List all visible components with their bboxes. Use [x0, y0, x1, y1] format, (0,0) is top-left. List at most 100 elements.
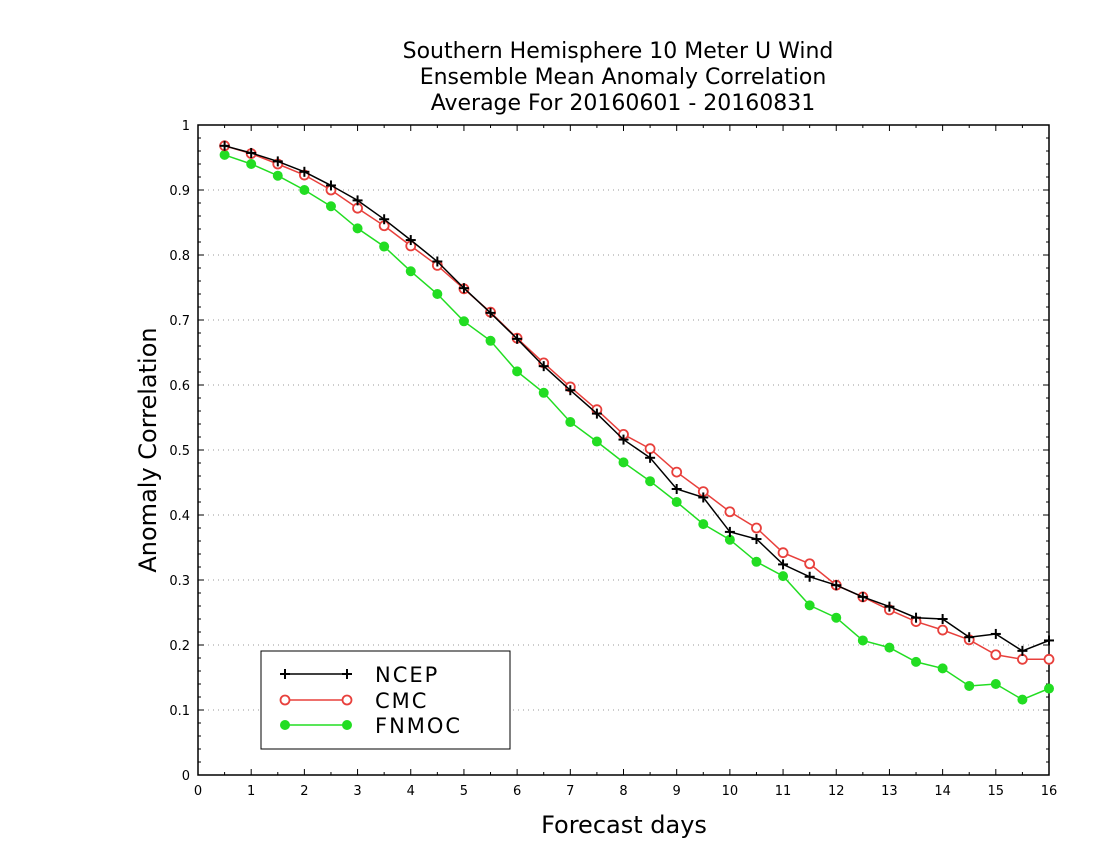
data-point-fnmoc — [219, 149, 230, 160]
legend-item-fnmoc: FNMOC — [280, 714, 462, 738]
legend-marker — [342, 669, 352, 679]
series-ncep — [219, 140, 1054, 656]
data-point-fnmoc — [485, 335, 496, 346]
legend-marker — [280, 720, 290, 730]
data-point-ncep — [325, 180, 336, 191]
x-tick-label: 0 — [194, 784, 202, 799]
data-point-cmc — [1043, 653, 1055, 665]
legend-label-fnmoc: FNMOC — [375, 714, 462, 738]
data-point-ncep — [937, 614, 948, 624]
data-point-ncep — [964, 632, 975, 643]
data-point-ncep — [591, 408, 602, 419]
x-tick-label: 5 — [460, 784, 468, 799]
x-tick-label: 4 — [407, 784, 415, 799]
title-line-1: Southern Hemisphere 10 Meter U Wind — [403, 39, 834, 64]
x-tick-label: 15 — [988, 784, 1005, 799]
data-point-fnmoc — [645, 476, 656, 487]
y-tick-label: 0.3 — [169, 574, 190, 589]
x-tick-label: 1 — [247, 784, 255, 799]
x-tick-label: 16 — [1041, 784, 1058, 799]
axis-ticks: 00.10.20.30.40.50.60.70.80.910 1 2 3 4 5 6 7 8 9 1… — [169, 119, 1057, 799]
y-tick-label: 0.2 — [169, 639, 190, 654]
series-line-fnmoc — [224, 154, 1050, 701]
data-point-ncep — [698, 492, 709, 503]
data-point-fnmoc — [831, 612, 842, 623]
data-point-ncep — [724, 526, 735, 537]
data-point-ncep — [831, 580, 842, 591]
x-tick-label: 11 — [775, 784, 792, 799]
data-point-ncep — [405, 235, 416, 246]
y-tick-label: 0.9 — [169, 184, 190, 199]
data-point-fnmoc — [405, 266, 416, 277]
data-point-ncep — [671, 484, 682, 494]
series-fnmoc — [219, 149, 1054, 705]
data-point-ncep — [1017, 645, 1028, 656]
data-point-ncep — [299, 166, 310, 177]
x-tick-label: 12 — [828, 784, 845, 799]
data-point-cmc — [724, 506, 736, 518]
y-tick-label: 0.6 — [169, 379, 190, 394]
x-tick-label: 2 — [300, 784, 308, 799]
chart-title: Southern Hemisphere 10 Meter U Wind Ense… — [403, 39, 834, 116]
data-point-cmc — [644, 443, 656, 455]
data-point-ncep — [352, 195, 363, 206]
x-tick-label: 13 — [881, 784, 898, 799]
series-lines — [219, 140, 1055, 705]
data-point-fnmoc — [538, 387, 549, 398]
data-point-fnmoc — [618, 457, 629, 468]
data-point-ncep — [432, 256, 443, 267]
data-point-ncep — [512, 333, 523, 344]
y-tick-label: 0.7 — [169, 314, 190, 329]
data-point-cmc — [751, 522, 762, 534]
data-point-fnmoc — [751, 556, 762, 567]
legend-marker — [279, 694, 291, 706]
y-tick-label: 0.4 — [169, 509, 190, 524]
data-point-ncep — [751, 534, 762, 545]
title-line-3: Average For 20160601 - 20160831 — [431, 91, 816, 116]
data-point-fnmoc — [964, 680, 975, 691]
data-point-ncep — [1044, 635, 1054, 646]
data-point-fnmoc — [804, 600, 815, 611]
data-point-fnmoc — [937, 663, 948, 674]
data-point-fnmoc — [884, 642, 895, 653]
y-tick-label: 0.8 — [169, 249, 190, 264]
legend-label-ncep: NCEP — [375, 663, 439, 687]
x-tick-label: 9 — [673, 784, 681, 799]
data-point-cmc — [937, 624, 949, 636]
data-point-fnmoc — [272, 170, 283, 181]
data-point-fnmoc — [778, 571, 789, 582]
data-point-fnmoc — [698, 519, 709, 530]
data-point-fnmoc — [591, 436, 602, 447]
data-point-ncep — [990, 628, 1001, 639]
data-point-cmc — [990, 649, 1002, 661]
data-point-fnmoc — [432, 289, 443, 299]
data-point-fnmoc — [990, 679, 1001, 689]
data-point-fnmoc — [246, 159, 257, 169]
data-point-ncep — [645, 452, 656, 463]
data-point-ncep — [618, 434, 629, 445]
data-point-ncep — [565, 385, 576, 396]
y-tick-label: 1 — [182, 119, 190, 134]
data-point-fnmoc — [325, 201, 336, 212]
x-tick-label: 6 — [513, 784, 521, 799]
legend-label-cmc: CMC — [375, 689, 428, 713]
data-point-fnmoc — [1044, 683, 1054, 694]
series-cmc — [219, 140, 1055, 665]
x-tick-label: 8 — [619, 784, 627, 799]
legend-marker — [341, 694, 353, 706]
data-point-fnmoc — [352, 223, 363, 234]
data-point-fnmoc — [565, 417, 576, 428]
data-point-fnmoc — [671, 497, 682, 507]
series-line-cmc — [224, 145, 1049, 661]
data-point-ncep — [219, 140, 230, 151]
data-point-fnmoc — [299, 185, 310, 195]
data-point-ncep — [246, 147, 257, 158]
x-tick-label: 3 — [353, 784, 361, 799]
y-tick-label: 0 — [182, 769, 190, 784]
x-tick-label: 10 — [722, 784, 739, 799]
x-tick-label: 14 — [934, 784, 951, 799]
series-line-ncep — [224, 145, 1050, 652]
